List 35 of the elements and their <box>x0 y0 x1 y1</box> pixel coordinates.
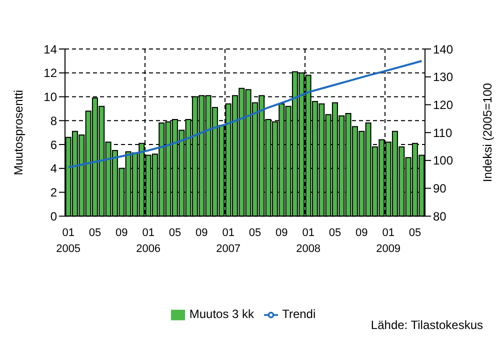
legend-label: Trendi <box>282 307 316 322</box>
x-tick-label: 01 2006 <box>136 227 161 256</box>
x-tick-label: 09 <box>196 227 208 240</box>
y2-tick-label: 100 <box>433 154 454 168</box>
text: Lähde: Tilastokeskus <box>370 318 483 332</box>
y-tick-label: 12 <box>44 66 58 80</box>
x-tick-label: 05 <box>408 227 422 240</box>
x-tick-label: 01 2009 <box>376 227 401 256</box>
x-tick-label: 01 2008 <box>296 227 321 256</box>
x-tick-label: 01 2007 <box>216 227 241 256</box>
line-series <box>67 60 423 168</box>
x-tick-label: 05 <box>248 227 262 240</box>
y-tick-label: 2 <box>50 186 58 200</box>
x-tick-label: 09 <box>276 227 288 240</box>
y2-axis-title: Indeksi (2005=100 <box>480 82 494 182</box>
y2-tick-label: 110 <box>433 126 452 140</box>
x-tick-label: 05 <box>168 227 182 240</box>
x-tick-label: 05 <box>328 227 342 240</box>
y-axis-title: Muutosprosentti <box>11 90 26 176</box>
x-tick-label: 05 <box>88 227 102 240</box>
y2-tick-label: 130 <box>433 70 454 84</box>
y2-tick-label: 120 <box>433 98 454 112</box>
y2-tick-label: 90 <box>433 182 447 196</box>
y2-tick-label: 140 <box>433 42 454 56</box>
y2-tick-label: 80 <box>433 209 447 224</box>
legend-label: Muutos 3 kk <box>189 307 254 322</box>
y-tick-label: 6 <box>50 138 58 152</box>
y-tick-label: 0 <box>50 209 58 224</box>
x-tick-label: 01 2005 <box>56 227 81 256</box>
y-tick-label: 4 <box>50 162 58 176</box>
x-tick-label: 09 <box>356 227 368 240</box>
y-tick-label: 10 <box>44 90 58 104</box>
y-tick-label: 8 <box>50 114 58 128</box>
y-tick-label: 14 <box>44 42 58 56</box>
x-tick-label: 09 <box>116 227 128 240</box>
